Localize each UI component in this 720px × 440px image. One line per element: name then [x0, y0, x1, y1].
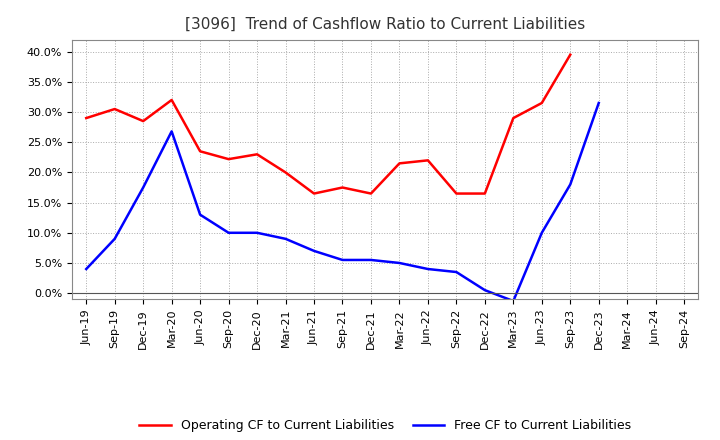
Free CF to Current Liabilities [82, 266, 91, 271]
Free CF to Current Liabilities [167, 129, 176, 134]
Operating CF to Current Liabilities [509, 115, 518, 121]
Operating CF to Current Liabilities [196, 149, 204, 154]
Operating CF to Current Liabilities [225, 157, 233, 162]
Operating CF to Current Liabilities [282, 170, 290, 175]
Free CF to Current Liabilities [480, 287, 489, 293]
Free CF to Current Liabilities [566, 182, 575, 187]
Operating CF to Current Liabilities [338, 185, 347, 190]
Free CF to Current Liabilities [452, 269, 461, 275]
Free CF to Current Liabilities [196, 212, 204, 217]
Free CF to Current Liabilities [225, 230, 233, 235]
Operating CF to Current Liabilities [423, 158, 432, 163]
Free CF to Current Liabilities [338, 257, 347, 263]
Operating CF to Current Liabilities [110, 106, 119, 112]
Operating CF to Current Liabilities [366, 191, 375, 196]
Operating CF to Current Liabilities [395, 161, 404, 166]
Line: Free CF to Current Liabilities: Free CF to Current Liabilities [86, 103, 599, 301]
Operating CF to Current Liabilities [537, 100, 546, 106]
Operating CF to Current Liabilities [253, 152, 261, 157]
Operating CF to Current Liabilities [82, 115, 91, 121]
Free CF to Current Liabilities [253, 230, 261, 235]
Operating CF to Current Liabilities [566, 52, 575, 57]
Free CF to Current Liabilities [110, 236, 119, 242]
Operating CF to Current Liabilities [480, 191, 489, 196]
Free CF to Current Liabilities [595, 100, 603, 106]
Title: [3096]  Trend of Cashflow Ratio to Current Liabilities: [3096] Trend of Cashflow Ratio to Curren… [185, 16, 585, 32]
Line: Operating CF to Current Liabilities: Operating CF to Current Liabilities [86, 55, 570, 194]
Free CF to Current Liabilities [509, 298, 518, 304]
Free CF to Current Liabilities [310, 248, 318, 253]
Free CF to Current Liabilities [282, 236, 290, 242]
Free CF to Current Liabilities [537, 230, 546, 235]
Operating CF to Current Liabilities [167, 97, 176, 103]
Operating CF to Current Liabilities [310, 191, 318, 196]
Free CF to Current Liabilities [366, 257, 375, 263]
Free CF to Current Liabilities [139, 185, 148, 190]
Free CF to Current Liabilities [423, 266, 432, 271]
Legend: Operating CF to Current Liabilities, Free CF to Current Liabilities: Operating CF to Current Liabilities, Fre… [135, 414, 636, 437]
Operating CF to Current Liabilities [139, 118, 148, 124]
Operating CF to Current Liabilities [452, 191, 461, 196]
Free CF to Current Liabilities [395, 260, 404, 266]
